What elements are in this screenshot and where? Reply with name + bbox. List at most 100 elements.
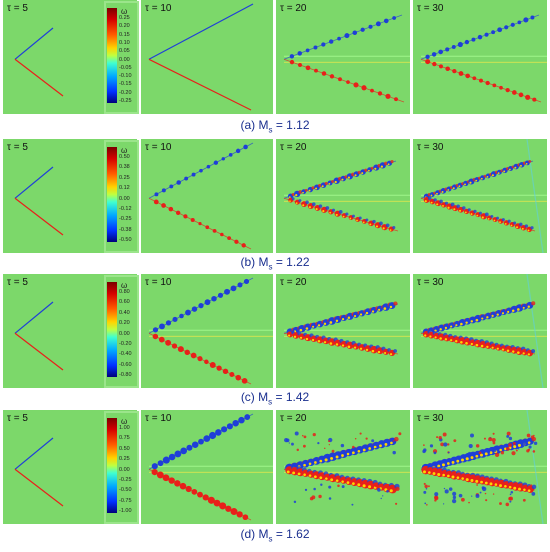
colorbar-ticks: 0.25 0.20 0.15 0.10 0.05 0.00 -0.05 -0.10 -0.15-… [119, 15, 141, 104]
vorticity-field [14, 437, 64, 507]
tau-label: τ = 5 [7, 277, 28, 288]
colorbar-ticks: 0.50 0.38 0.25 0.12 0.00 -0.12 -0.25 -0.38 -0.50 [119, 154, 141, 243]
colorbar-tick-label: 0.38 [119, 164, 130, 171]
row-caption: (d) Ms = 1.62 [0, 527, 550, 543]
tau-label: τ = 30 [417, 413, 444, 424]
vorticity-field [148, 142, 254, 250]
colorbar-tick-label: 0.00 [119, 466, 130, 473]
tau-label: τ = 10 [145, 3, 172, 14]
colorbar-tick-label: 0.25 [119, 15, 130, 21]
colorbar [107, 418, 117, 513]
tau-label: τ = 20 [280, 277, 307, 288]
caption-subscript: s [268, 262, 273, 272]
tau-label: τ = 30 [417, 3, 444, 14]
colorbar-tick-label: 0.00 [119, 195, 130, 202]
colorbar-tick-label: 0.25 [119, 456, 130, 463]
caption-prefix: (b) M [240, 255, 269, 269]
vorticity-panel: τ = 30 [413, 274, 547, 388]
colorbar-label: ω [121, 281, 128, 290]
vorticity-panel: τ = 20 [276, 0, 410, 114]
colorbar-tick-label: -0.50 [119, 237, 132, 243]
colorbar-tick-label: 0.00 [119, 330, 130, 337]
colorbar [107, 147, 117, 242]
vorticity-panel: τ = 30 [413, 0, 547, 114]
vorticity-field [283, 160, 410, 232]
row-caption: (b) Ms = 1.22 [0, 255, 550, 271]
tau-label: τ = 20 [280, 3, 307, 14]
caption-prefix: (d) M [240, 527, 269, 541]
vorticity-panel: τ = 10 [141, 410, 273, 524]
vorticity-panel: τ = 20 [276, 410, 410, 524]
colorbar-tick-label: 0.05 [119, 48, 130, 55]
colorbar-tick-label: -0.38 [119, 226, 132, 233]
colorbar-tick-label: -0.40 [119, 351, 132, 358]
vorticity-field [420, 410, 547, 524]
colorbar-label: ω [121, 146, 128, 155]
vorticity-panel: τ = 10 [141, 274, 273, 388]
caption-value: = 1.62 [272, 527, 310, 541]
colorbar-tick-label: 0.10 [119, 39, 130, 46]
colorbar-tick-label: -0.15 [119, 81, 132, 88]
vorticity-panel: τ = 20 [276, 139, 410, 253]
tau-label: τ = 5 [7, 142, 28, 153]
tau-label: τ = 20 [280, 142, 307, 153]
colorbar-tick-label: -0.25 [119, 216, 132, 223]
tau-label: τ = 10 [145, 142, 172, 153]
colorbar-tick-label: -0.60 [119, 361, 132, 368]
colorbar-tick-label: -0.20 [119, 89, 132, 96]
colorbar-label: ω [121, 417, 128, 426]
vorticity-field [148, 3, 254, 111]
row-caption: (c) Ms = 1.42 [0, 390, 550, 406]
tau-label: τ = 10 [145, 277, 172, 288]
colorbar-tick-label: -0.80 [119, 372, 132, 378]
caption-value: = 1.12 [272, 118, 310, 132]
colorbar-tick-label: -0.10 [119, 73, 132, 80]
caption-prefix: (a) M [240, 118, 269, 132]
vorticity-field [148, 277, 273, 385]
tau-label: τ = 30 [417, 277, 444, 288]
colorbar-tick-label: -0.05 [119, 64, 132, 71]
vorticity-panel: τ = 10 [141, 0, 273, 114]
vorticity-panel: τ = 20 [276, 274, 410, 388]
vorticity-field [283, 14, 410, 103]
vorticity-panel: τ = 10 [141, 139, 273, 253]
vorticity-field [283, 301, 410, 357]
colorbar-tick-label: 0.20 [119, 320, 130, 327]
caption-value: = 1.22 [272, 255, 310, 269]
caption-subscript: s [268, 125, 273, 135]
colorbar [107, 282, 117, 377]
colorbar-ticks: 1.00 0.75 0.50 0.25 0.00 -0.25 -0.50 -0.75 -1.00 [119, 425, 141, 514]
colorbar-tick-label: 0.60 [119, 299, 130, 306]
colorbar-tick-label: 0.25 [119, 174, 130, 181]
vorticity-field [283, 431, 410, 506]
colorbar [107, 8, 117, 103]
tau-label: τ = 5 [7, 3, 28, 14]
colorbar-tick-label: 0.20 [119, 23, 130, 30]
colorbar-tick-label: -0.50 [119, 487, 132, 494]
colorbar-tick-label: 0.12 [119, 185, 130, 192]
colorbar-tick-label: -0.25 [119, 476, 132, 483]
tau-label: τ = 5 [7, 413, 28, 424]
vorticity-field [14, 166, 64, 236]
vorticity-field [420, 274, 547, 388]
colorbar-tick-label: 0.75 [119, 435, 130, 442]
caption-value: = 1.42 [272, 390, 310, 404]
vorticity-field [420, 14, 547, 103]
caption-subscript: s [268, 397, 273, 407]
tau-label: τ = 10 [145, 413, 172, 424]
colorbar-tick-label: 0.15 [119, 31, 130, 38]
vorticity-field [148, 413, 273, 521]
vorticity-field [420, 139, 547, 253]
colorbar-tick-label: -0.75 [119, 497, 132, 504]
colorbar-tick-label: -0.25 [119, 98, 132, 104]
tau-label: τ = 20 [280, 413, 307, 424]
colorbar-tick-label: -1.00 [119, 508, 132, 514]
colorbar-tick-label: 1.00 [119, 425, 130, 431]
vorticity-field [14, 27, 64, 97]
vorticity-panel: τ = 30 [413, 410, 547, 524]
colorbar-tick-label: -0.12 [119, 205, 132, 212]
colorbar-tick-label: 0.40 [119, 309, 130, 316]
colorbar-tick-label: 0.80 [119, 289, 130, 295]
colorbar-tick-label: 0.50 [119, 154, 130, 160]
